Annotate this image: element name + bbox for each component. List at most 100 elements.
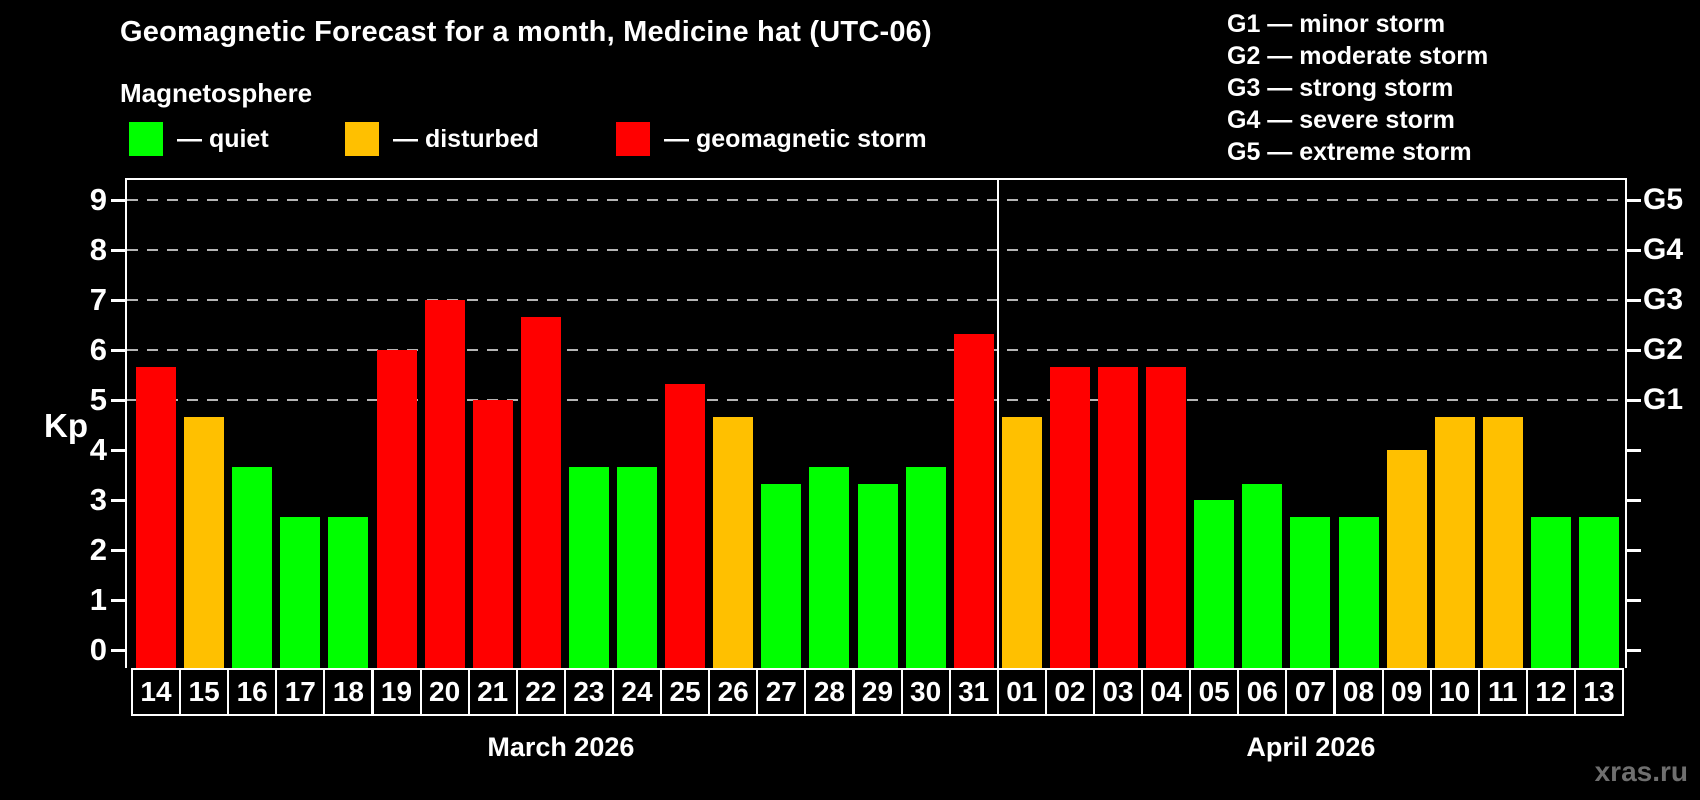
kp-bar-01 [1001,416,1042,668]
y-tick-right-0 [1627,649,1641,652]
legend-label-disturbed: — disturbed [393,124,539,153]
g-legend-line: G1 — minor storm [1227,10,1446,38]
day-label-box: 28 [804,668,855,716]
month-label: April 2026 [1246,732,1376,762]
kp-bar-27 [761,483,802,668]
kp-bar-17 [280,516,321,668]
kp-bar-25 [665,383,706,668]
y-tick-label-5: 5 [89,382,107,417]
day-label-box: 19 [371,668,422,716]
legend-label-storm: — geomagnetic storm [664,124,927,153]
y-tick-right-1 [1627,599,1641,602]
y-tick-label-8: 8 [89,232,107,267]
y-tick-right-6 [1627,349,1641,352]
g-axis-label-g2: G2 [1643,333,1684,366]
y-tick-left-1 [111,599,125,602]
plot-border-left [125,178,127,668]
day-label-box: 26 [708,668,759,716]
chart-title: Geomagnetic Forecast for a month, Medici… [120,16,932,48]
kp-bar-06 [1242,483,1283,668]
g-axis-label-g3: G3 [1643,283,1684,316]
kp-axis-label: Kp [44,407,88,444]
kp-bar-20 [424,300,465,668]
plot-border-right [1625,178,1627,668]
y-tick-left-8 [111,249,125,252]
day-label-box: 13 [1574,668,1624,716]
y-tick-label-2: 2 [89,532,107,567]
y-tick-right-4 [1627,449,1641,452]
kp-bar-31 [953,333,994,668]
y-tick-label-6: 6 [89,332,107,367]
day-label-box: 01 [996,668,1047,716]
day-label-box: 30 [900,668,951,716]
y-tick-right-8 [1627,249,1641,252]
kp-bar-14 [136,366,176,668]
kp-bar-18 [328,516,369,668]
kp-bar-10 [1434,416,1475,668]
kp-bar-12 [1530,516,1571,668]
y-tick-left-4 [111,449,125,452]
kp-bar-21 [472,400,513,668]
y-tick-right-2 [1627,549,1641,552]
day-label-box: 22 [515,668,566,716]
day-label-box: 06 [1237,668,1288,716]
day-label-box: 31 [948,668,999,716]
y-tick-label-1: 1 [89,582,107,617]
day-label-box: 14 [131,668,181,716]
day-label-box: 27 [756,668,807,716]
storm-color-swatch [616,122,650,156]
legend-item-storm: — geomagnetic storm [616,122,927,156]
day-label-box: 07 [1285,668,1336,716]
g-legend-line: G2 — moderate storm [1227,42,1489,70]
kp-bar-11 [1482,416,1523,668]
kp-bar-19 [376,350,417,668]
y-tick-right-7 [1627,299,1641,302]
day-label-box: 05 [1189,668,1240,716]
y-tick-left-9 [111,199,125,202]
month-label: March 2026 [487,732,635,762]
g-scale-legend: G1 — minor storm G2 — moderate storm G3 — … [1227,8,1488,168]
kp-bar-28 [809,466,850,668]
legend-item-disturbed: — disturbed [345,122,539,156]
kp-bar-03 [1098,366,1138,668]
kp-bar-07 [1290,516,1331,668]
gridline-kp8 [127,249,1625,251]
gridline-kp9 [127,199,1625,201]
day-label-box: 04 [1141,668,1192,716]
kp-bar-04 [1146,366,1187,668]
y-tick-left-2 [111,549,125,552]
day-label-box: 15 [179,668,230,716]
watermark: xras.ru [1594,756,1688,787]
day-label-box: 21 [467,668,518,716]
y-tick-left-7 [111,299,125,302]
kp-bar-08 [1338,516,1379,668]
day-label-box: 25 [660,668,711,716]
g-legend-line: G4 — severe storm [1227,106,1455,134]
g-axis-label-g1: G1 [1643,383,1684,416]
kp-bar-23 [568,466,609,668]
day-label-box: 11 [1477,668,1528,716]
g-legend-line: G3 — strong storm [1227,74,1454,102]
gridline-kp5 [127,399,1625,401]
y-tick-label-0: 0 [89,632,107,667]
y-tick-label-4: 4 [89,432,107,467]
y-tick-label-3: 3 [89,482,107,517]
kp-bar-02 [1049,366,1090,668]
y-tick-right-3 [1627,499,1641,502]
day-label-box: 12 [1525,668,1576,716]
kp-bar-30 [905,466,946,668]
day-label-box: 20 [419,668,470,716]
day-label-box: 23 [563,668,614,716]
magnetosphere-label: Magnetosphere [120,78,313,108]
day-label-box: 09 [1381,668,1432,716]
day-label-box: 03 [1093,668,1143,716]
kp-bar-29 [857,483,898,668]
y-tick-left-3 [111,499,125,502]
y-tick-left-6 [111,349,125,352]
day-label-box: 24 [612,668,662,716]
day-label-box: 08 [1333,668,1384,716]
kp-bar-24 [617,466,657,668]
y-tick-left-0 [111,649,125,652]
disturbed-color-swatch [345,122,379,156]
